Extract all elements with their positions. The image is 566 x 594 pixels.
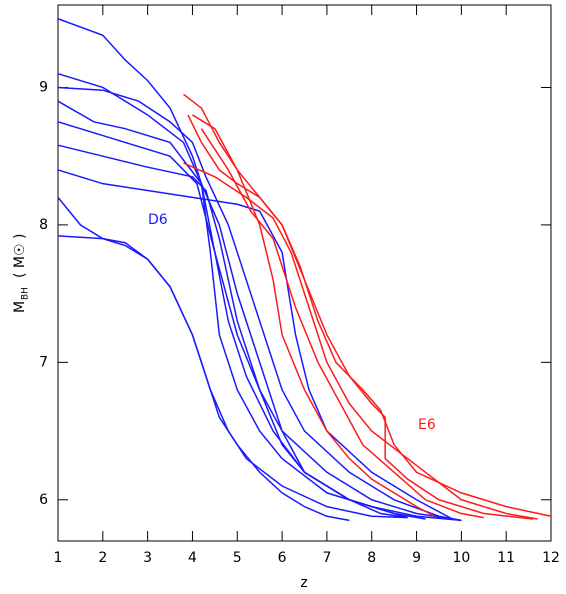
plot-frame <box>57 4 552 542</box>
x-axis-label: z <box>300 575 307 591</box>
bh-track <box>200 128 484 519</box>
y-tick-label: 6 <box>39 492 48 508</box>
x-tick-label: 7 <box>322 550 331 566</box>
bh-track <box>57 235 408 519</box>
y-tick-label: 9 <box>39 79 48 95</box>
bh-track <box>57 169 453 520</box>
x-tick-label: 10 <box>452 550 470 566</box>
x-tick-label: 8 <box>367 550 376 566</box>
x-tick-label: 5 <box>233 550 242 566</box>
bh-track <box>187 114 534 520</box>
x-tick-label: 1 <box>54 550 63 566</box>
y-label-unit: ( M☉ ) <box>12 234 28 278</box>
bh-track <box>57 18 462 522</box>
bh-track <box>183 162 538 520</box>
x-tick-label: 6 <box>278 550 287 566</box>
y-label-sub: BH <box>21 287 31 300</box>
bh-track <box>57 73 408 519</box>
bh-track <box>57 144 462 522</box>
bh-track <box>57 86 462 522</box>
y-tick-label: 7 <box>39 354 48 370</box>
bh-track <box>57 196 350 522</box>
x-tick-label: 11 <box>497 550 515 566</box>
y-tick-label: 8 <box>39 217 48 233</box>
annotation: D6 <box>148 212 168 228</box>
bh-track <box>183 93 552 517</box>
y-axis-label: M BH ( M☉ ) <box>12 234 31 313</box>
bh-track <box>57 100 426 520</box>
x-tick-label: 9 <box>412 550 421 566</box>
x-tick-label: 2 <box>98 550 107 566</box>
bh-track <box>192 114 435 517</box>
x-tick-label: 4 <box>188 550 197 566</box>
x-tick-label: 12 <box>542 550 560 566</box>
y-label-main: M <box>12 301 28 313</box>
bh-track <box>57 121 408 519</box>
x-tick-label: 3 <box>143 550 152 566</box>
annotation: E6 <box>418 417 436 433</box>
